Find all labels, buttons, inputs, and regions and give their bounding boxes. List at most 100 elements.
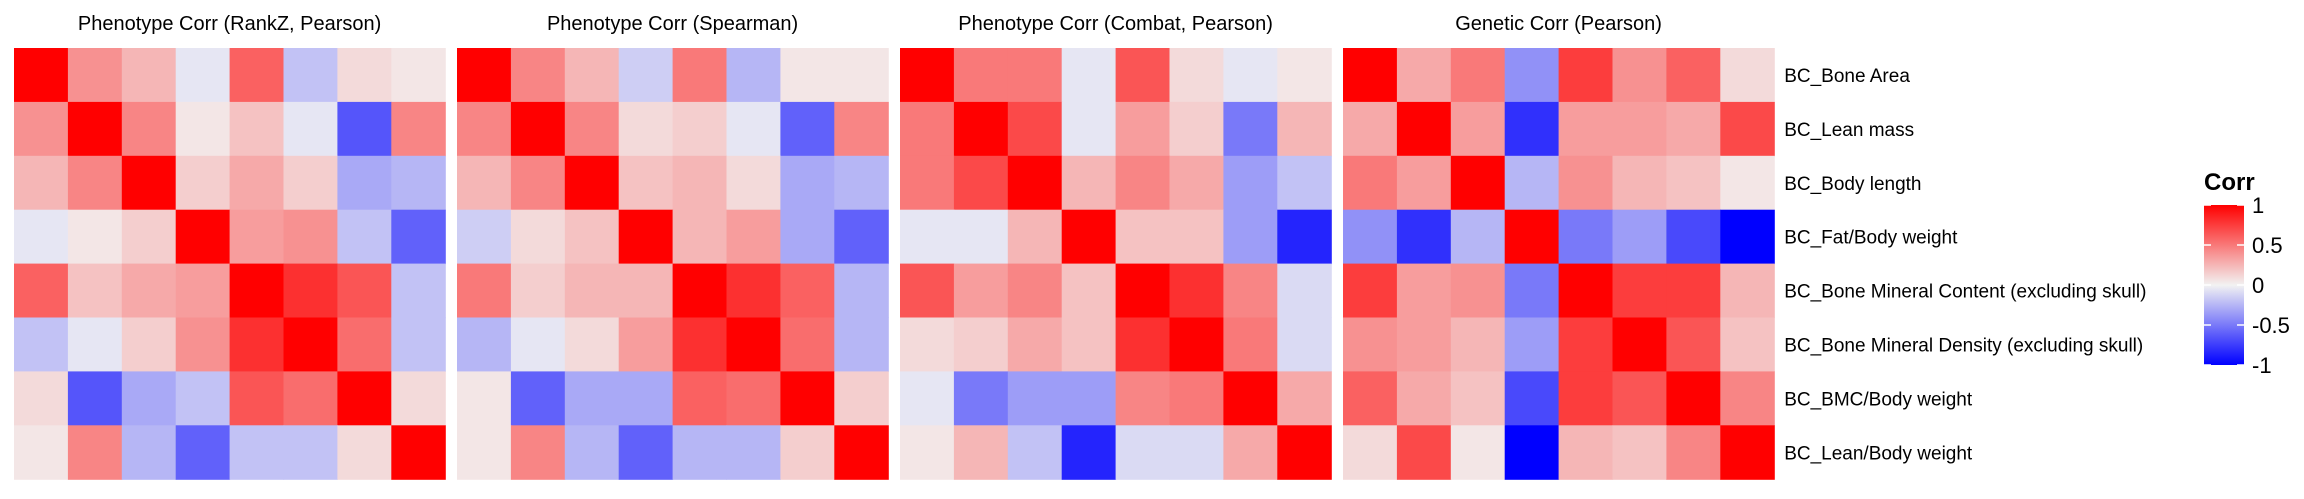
heatmap-cell [283, 155, 338, 211]
heatmap-cell [780, 317, 835, 372]
heatmap-cell [121, 371, 177, 426]
heatmap-cell [834, 317, 889, 372]
heatmap-cell [14, 425, 69, 480]
heatmap-cell [1007, 263, 1063, 319]
legend-tick-label: 1 [2252, 193, 2264, 218]
heatmap-cell [726, 425, 781, 480]
heatmap-cell [1720, 263, 1775, 319]
heatmap-cell [672, 48, 728, 103]
heatmap-cell [510, 263, 566, 319]
heatmap-cell [1115, 263, 1171, 319]
heatmap-cell [1450, 209, 1506, 265]
heatmap-cell [780, 371, 835, 426]
heatmap-cell [1115, 371, 1171, 426]
heatmap-cell [1558, 371, 1614, 426]
heatmap-cell [1277, 317, 1332, 372]
heatmap-cell [1450, 371, 1506, 426]
heatmap-cell [834, 425, 889, 480]
heatmap-cell [391, 209, 446, 265]
heatmap-cell [1343, 263, 1398, 319]
heatmap-cell [1504, 317, 1560, 372]
heatmap-cell [726, 371, 781, 426]
heatmap-cell [726, 48, 781, 103]
heatmap-cell [672, 101, 728, 157]
heatmap-cell [457, 155, 512, 211]
heatmap-cell [1223, 371, 1278, 426]
heatmap-cell [283, 101, 338, 157]
heatmap-cell [67, 209, 123, 265]
heatmap-cell [1007, 371, 1063, 426]
heatmap-cell [1343, 155, 1398, 211]
heatmap-cell [1558, 263, 1614, 319]
heatmap-cell [229, 101, 285, 157]
heatmap-cell [229, 263, 285, 319]
heatmap-cell [14, 155, 69, 211]
heatmap-cell [1061, 317, 1117, 372]
heatmap-cell [618, 155, 674, 211]
heatmap-cell [618, 101, 674, 157]
heatmap-cell [1612, 155, 1667, 211]
heatmap-cell [175, 101, 231, 157]
heatmap-cell [618, 317, 674, 372]
heatmap-cell [457, 101, 512, 157]
heatmap-cell [1720, 425, 1775, 480]
heatmap-cell [391, 371, 446, 426]
heatmap-cell [1396, 263, 1452, 319]
heatmap-cell [1115, 101, 1171, 157]
heatmap-cell [1396, 317, 1452, 372]
heatmap-cell [337, 371, 392, 426]
heatmap-cell [391, 317, 446, 372]
heatmap-cell [67, 317, 123, 372]
heatmap-cell [14, 371, 69, 426]
heatmap-cell [1343, 317, 1398, 372]
heatmap-cell [1720, 155, 1775, 211]
heatmap-cell [1169, 48, 1224, 103]
heatmap-cell [510, 425, 566, 480]
heatmap-cell [1169, 425, 1224, 480]
heatmap-cell [1223, 48, 1278, 103]
heatmap-cell [121, 155, 177, 211]
heatmap-cell [337, 209, 392, 265]
heatmap-cell [726, 101, 781, 157]
row-label: BC_Bone Area [1784, 66, 1910, 87]
heatmap-cell [726, 155, 781, 211]
heatmap-cell [283, 48, 338, 103]
heatmap-cell [1666, 48, 1721, 103]
heatmap-panel-3: Phenotype Corr (Combat, Pearson) [900, 13, 1332, 480]
heatmap-cell [229, 317, 285, 372]
heatmap-cell [337, 48, 392, 103]
legend-tick-label: 0 [2252, 273, 2264, 298]
heatmap-cell [229, 209, 285, 265]
heatmap-cell [1450, 317, 1506, 372]
legend-tick-label: 0.5 [2252, 233, 2283, 258]
heatmap-cell [1558, 101, 1614, 157]
heatmap-cell [67, 371, 123, 426]
heatmap-cell [391, 263, 446, 319]
heatmap-cell [1169, 263, 1224, 319]
heatmap-cell [1396, 209, 1452, 265]
heatmap-cell [457, 48, 512, 103]
heatmap-cell [121, 263, 177, 319]
heatmap-cell [834, 371, 889, 426]
heatmap-cell [953, 48, 1009, 103]
heatmap-cell [1666, 317, 1721, 372]
heatmap-cell [1396, 155, 1452, 211]
row-label: BC_Bone Mineral Content (excluding skull… [1784, 282, 2146, 303]
heatmap-cell [121, 48, 177, 103]
heatmap-cell [457, 209, 512, 265]
row-label: BC_Fat/Body weight [1784, 228, 1958, 249]
heatmap-cell [121, 317, 177, 372]
heatmap-cell [175, 155, 231, 211]
heatmap-cell [564, 371, 620, 426]
heatmap-cell [953, 209, 1009, 265]
heatmap-cell [1169, 371, 1224, 426]
heatmap-cell [1612, 371, 1667, 426]
row-label: BC_Body length [1784, 174, 1921, 195]
heatmap-cell [1115, 425, 1171, 480]
heatmap-cell [1115, 48, 1171, 103]
heatmap-cell [457, 263, 512, 319]
heatmap-cell [1504, 371, 1560, 426]
heatmap-cell [1450, 101, 1506, 157]
heatmap-cell [391, 48, 446, 103]
heatmap-cell [1115, 155, 1171, 211]
